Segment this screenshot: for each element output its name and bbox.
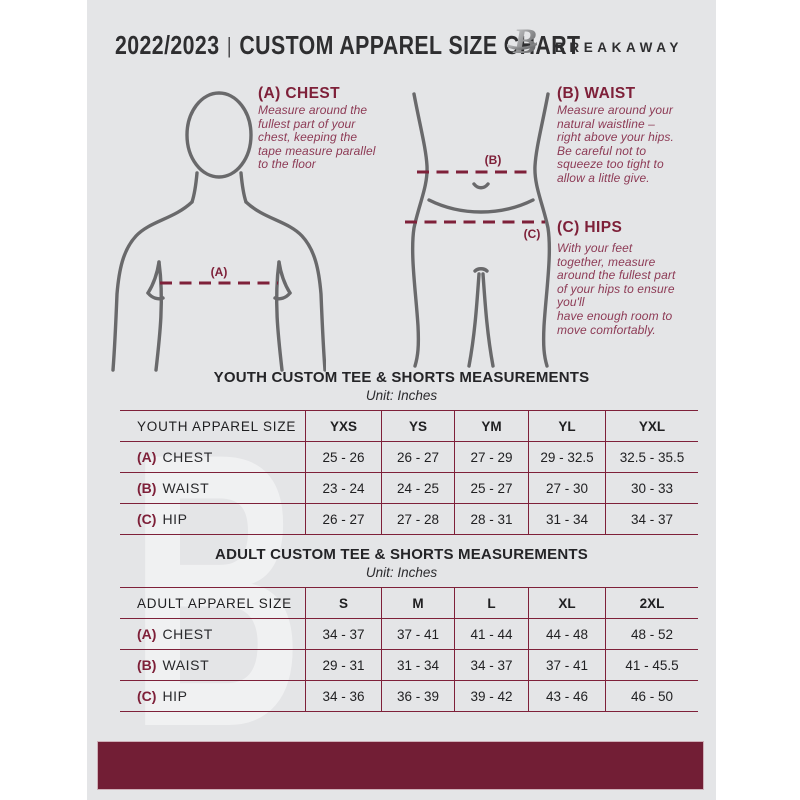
hips-instructions: With your feet together, measure around … bbox=[557, 241, 676, 337]
size-column-header: YXS bbox=[305, 411, 381, 441]
adult-hip-row: (C) HIP 34 - 36 36 - 39 39 - 42 43 - 46 … bbox=[120, 681, 698, 711]
measurement-cell: 41 - 44 bbox=[454, 619, 528, 649]
row-label-prefix: (B) bbox=[137, 480, 157, 496]
row-label-name: HIP bbox=[162, 511, 188, 527]
measurement-cell: 41 - 45.5 bbox=[605, 650, 698, 680]
adult-section-title: ADULT CUSTOM TEE & SHORTS MEASUREMENTS bbox=[215, 546, 588, 563]
brand-name: BREAKAWAY bbox=[555, 39, 683, 55]
size-column-header: M bbox=[381, 588, 454, 618]
size-chart-page: B 2022/2023 | CUSTOM APPAREL SIZE CHART … bbox=[87, 0, 716, 800]
youth-table-header-row: YOUTH APPAREL SIZE YXS YS YM YL YXL bbox=[120, 411, 698, 442]
measurement-cell: 34 - 36 bbox=[305, 681, 381, 711]
adult-chest-row: (A) CHEST 34 - 37 37 - 41 41 - 44 44 - 4… bbox=[120, 619, 698, 650]
row-label-name: CHEST bbox=[162, 626, 213, 642]
adult-size-table: ADULT APPAREL SIZE S M L XL 2XL (A) CHES… bbox=[120, 587, 698, 712]
row-label: (A) CHEST bbox=[120, 619, 305, 649]
hips-heading: (C) HIPS bbox=[557, 219, 623, 236]
svg-text:B: B bbox=[512, 21, 537, 61]
measurement-cell: 39 - 42 bbox=[454, 681, 528, 711]
youth-section-title: YOUTH CUSTOM TEE & SHORTS MEASUREMENTS bbox=[213, 369, 590, 386]
row-label-prefix: (C) bbox=[137, 688, 157, 704]
measurement-cell: 37 - 41 bbox=[528, 650, 605, 680]
measurement-cell: 34 - 37 bbox=[454, 650, 528, 680]
row-label-prefix: (A) bbox=[137, 449, 157, 465]
measurement-cell: 23 - 24 bbox=[305, 473, 381, 503]
youth-chest-row: (A) CHEST 25 - 26 26 - 27 27 - 29 29 - 3… bbox=[120, 442, 698, 473]
measurement-cell: 44 - 48 bbox=[528, 619, 605, 649]
measurement-cell: 37 - 41 bbox=[381, 619, 454, 649]
measurement-cell: 25 - 26 bbox=[305, 442, 381, 472]
size-column-header: YXL bbox=[605, 411, 698, 441]
measurement-cell: 34 - 37 bbox=[605, 504, 698, 534]
measurement-cell: 28 - 31 bbox=[454, 504, 528, 534]
youth-unit-label: Unit: Inches bbox=[365, 388, 438, 403]
measurement-cell: 30 - 33 bbox=[605, 473, 698, 503]
row-label-prefix: (B) bbox=[137, 657, 157, 673]
size-column-header: YS bbox=[381, 411, 454, 441]
row-label-name: WAIST bbox=[162, 480, 210, 496]
row-label: (C) HIP bbox=[120, 504, 305, 534]
size-column-header: 2XL bbox=[605, 588, 698, 618]
breakaway-logo-icon: B bbox=[507, 21, 537, 61]
size-column-header: YL bbox=[528, 411, 605, 441]
adult-table-header-row: ADULT APPAREL SIZE S M L XL 2XL bbox=[120, 588, 698, 619]
row-label: (A) CHEST bbox=[120, 442, 305, 472]
row-label: (C) HIP bbox=[120, 681, 305, 711]
measurement-cell: 29 - 31 bbox=[305, 650, 381, 680]
measurement-cell: 36 - 39 bbox=[381, 681, 454, 711]
hips-marker-label: (C) bbox=[524, 227, 541, 241]
title-text: CUSTOM APPAREL SIZE CHART bbox=[239, 30, 581, 60]
adult-waist-row: (B) WAIST 29 - 31 31 - 34 34 - 37 37 - 4… bbox=[120, 650, 698, 681]
measurement-cell: 25 - 27 bbox=[454, 473, 528, 503]
row-label-name: HIP bbox=[162, 688, 188, 704]
measurement-cell: 31 - 34 bbox=[381, 650, 454, 680]
waist-marker-label: (B) bbox=[485, 153, 502, 167]
adult-size-column-header: ADULT APPAREL SIZE bbox=[137, 595, 292, 611]
chest-heading: (A) CHEST bbox=[258, 85, 340, 102]
youth-size-column-header: YOUTH APPAREL SIZE bbox=[137, 418, 297, 434]
measurement-cell: 48 - 52 bbox=[605, 619, 698, 649]
row-label-prefix: (A) bbox=[137, 626, 157, 642]
size-column-header: XL bbox=[528, 588, 605, 618]
measurement-cell: 27 - 28 bbox=[381, 504, 454, 534]
measurement-cell: 27 - 29 bbox=[454, 442, 528, 472]
waist-instructions: Measure around your natural waistline – … bbox=[557, 103, 674, 185]
adult-unit-label: Unit: Inches bbox=[365, 565, 438, 580]
season-label: 2022/2023 bbox=[115, 30, 220, 60]
measurement-cell: 34 - 37 bbox=[305, 619, 381, 649]
row-label-prefix: (C) bbox=[137, 511, 157, 527]
measurement-cell: 26 - 27 bbox=[305, 504, 381, 534]
size-column-header: S bbox=[305, 588, 381, 618]
brand-lockup: B BREAKAWAY bbox=[506, 20, 683, 62]
chest-marker-label: (A) bbox=[211, 265, 228, 279]
row-label-name: CHEST bbox=[162, 449, 213, 465]
measurement-cell: 27 - 30 bbox=[528, 473, 605, 503]
youth-waist-row: (B) WAIST 23 - 24 24 - 25 25 - 27 27 - 3… bbox=[120, 473, 698, 504]
size-column-header: YM bbox=[454, 411, 528, 441]
row-label: (B) WAIST bbox=[120, 650, 305, 680]
row-label-name: WAIST bbox=[162, 657, 210, 673]
row-label: (B) WAIST bbox=[120, 473, 305, 503]
chest-instructions: Measure around the fullest part of your … bbox=[258, 103, 376, 172]
measurement-cell: 31 - 34 bbox=[528, 504, 605, 534]
youth-size-table: YOUTH APPAREL SIZE YXS YS YM YL YXL (A) … bbox=[120, 410, 698, 535]
waist-heading: (B) WAIST bbox=[557, 85, 636, 102]
measurement-cell: 46 - 50 bbox=[605, 681, 698, 711]
footer-accent-bar bbox=[97, 741, 704, 790]
measurement-cell: 26 - 27 bbox=[381, 442, 454, 472]
youth-hip-row: (C) HIP 26 - 27 27 - 28 28 - 31 31 - 34 … bbox=[120, 504, 698, 534]
measurement-cell: 24 - 25 bbox=[381, 473, 454, 503]
measurement-cell: 29 - 32.5 bbox=[528, 442, 605, 472]
page-title: 2022/2023 | CUSTOM APPAREL SIZE CHART bbox=[115, 30, 580, 61]
measurement-cell: 43 - 46 bbox=[528, 681, 605, 711]
size-column-header: L bbox=[454, 588, 528, 618]
measurement-cell: 32.5 - 35.5 bbox=[605, 442, 698, 472]
upper-body-figure: (A) bbox=[111, 91, 326, 372]
watermark-letter: B bbox=[129, 372, 304, 800]
title-divider-icon: | bbox=[226, 33, 232, 58]
lower-body-figure: (B) (C) bbox=[405, 92, 552, 368]
